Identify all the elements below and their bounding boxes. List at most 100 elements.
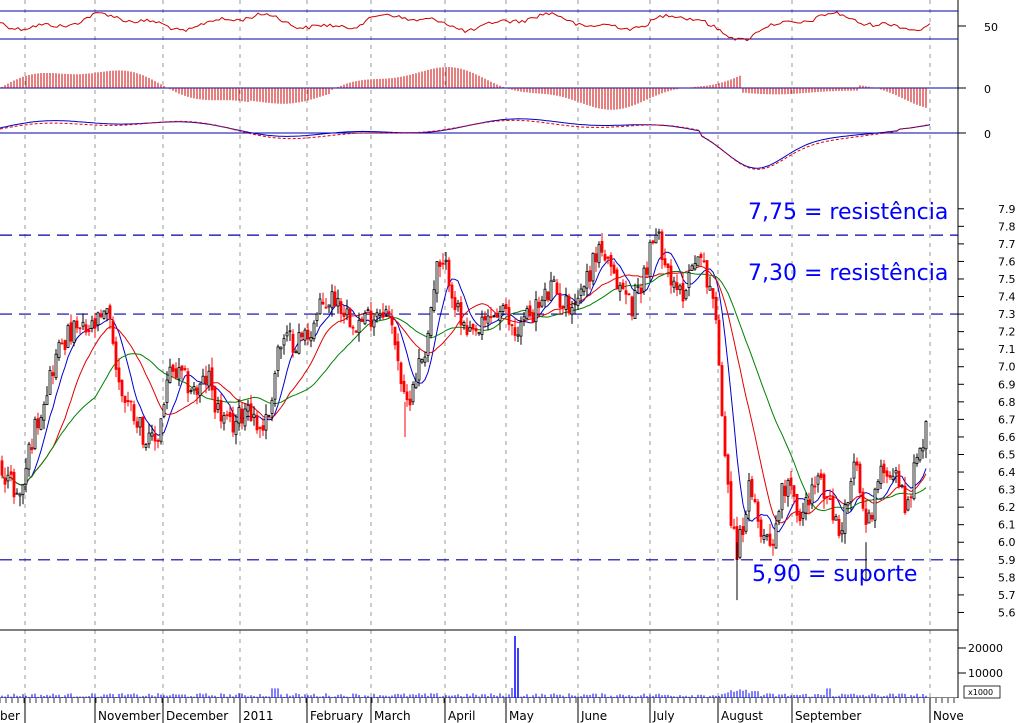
- candle-body: [54, 353, 58, 379]
- candle-body: [150, 432, 154, 437]
- candle-body: [192, 385, 196, 391]
- candle-body: [255, 414, 259, 431]
- candles: [0, 228, 928, 601]
- candle-body: [57, 342, 61, 359]
- candle-body: [924, 420, 928, 450]
- candle-body: [687, 271, 691, 288]
- candle-body: [360, 318, 364, 322]
- candle-body: [714, 296, 718, 321]
- candle-body: [375, 312, 379, 318]
- month-label: February: [310, 709, 363, 723]
- candle-body: [75, 320, 79, 329]
- month-label: April: [448, 709, 475, 723]
- candle-body: [45, 395, 49, 405]
- candle-body: [525, 308, 529, 319]
- candle-body: [795, 493, 799, 516]
- candle-body: [804, 497, 808, 514]
- candle-body: [651, 240, 655, 244]
- price-tick-label: 6.4: [998, 466, 1016, 479]
- candle-body: [564, 295, 568, 310]
- candle-body: [129, 400, 133, 403]
- candle-body: [372, 319, 376, 328]
- candle-body: [312, 322, 316, 340]
- candle-body: [69, 322, 73, 342]
- candle-body: [84, 324, 88, 333]
- candle-body: [72, 320, 76, 343]
- candle-body: [102, 310, 106, 319]
- candle-body: [138, 417, 142, 428]
- candle-body: [777, 511, 781, 522]
- candle-body: [474, 328, 478, 332]
- candle-body: [723, 416, 727, 457]
- candle-body: [600, 240, 604, 253]
- month-label: August: [721, 709, 763, 723]
- month-label: September: [795, 709, 861, 723]
- price-tick-label: 6.1: [998, 519, 1016, 532]
- candle-body: [342, 312, 346, 317]
- candle-body: [411, 383, 415, 403]
- histogram-tick-0: 0: [984, 83, 991, 96]
- candle-body: [105, 308, 109, 314]
- candle-body: [321, 301, 325, 305]
- candle-body: [114, 341, 118, 370]
- candle-body: [42, 403, 46, 421]
- candle-body: [501, 305, 505, 313]
- month-label: May: [509, 709, 534, 723]
- price-tick-label: 6.9: [998, 378, 1016, 391]
- candle-body: [537, 301, 541, 308]
- candle-body: [870, 514, 874, 520]
- candle-body: [858, 463, 862, 494]
- candle-body: [762, 535, 766, 540]
- candle-body: [291, 333, 295, 353]
- candle-body: [891, 475, 895, 480]
- candle-body: [540, 299, 544, 307]
- candle-body: [219, 399, 223, 422]
- candle-body: [552, 279, 556, 282]
- candle-body: [147, 432, 151, 445]
- candle-body: [660, 231, 664, 260]
- candle-body: [336, 297, 340, 307]
- candle-body: [852, 461, 856, 479]
- price-tick-label: 6.5: [998, 448, 1016, 461]
- candle-body: [201, 375, 205, 385]
- candle-body: [888, 474, 892, 478]
- candle-body: [495, 312, 499, 318]
- candle-body: [816, 475, 820, 485]
- candle-body: [528, 305, 532, 317]
- candle-body: [690, 265, 694, 271]
- candle-body: [264, 414, 268, 431]
- candle-body: [522, 316, 526, 321]
- candle-body: [420, 359, 424, 363]
- candle-body: [882, 463, 886, 474]
- price-tick-label: 7.4: [998, 291, 1016, 304]
- resistance-label-low: 7,30 = resistência: [748, 261, 948, 286]
- candle-body: [198, 383, 202, 397]
- price-tick-label: 5.9: [998, 554, 1016, 567]
- candle-body: [327, 304, 331, 308]
- candle-body: [780, 483, 784, 511]
- candle-body: [330, 291, 334, 308]
- candle-body: [318, 298, 322, 315]
- candle-body: [168, 366, 172, 383]
- candle-body: [456, 302, 460, 308]
- candle-body: [837, 519, 841, 536]
- candle-body: [603, 254, 607, 261]
- candle-body: [381, 312, 385, 318]
- candle-body: [363, 312, 367, 325]
- candle-body: [288, 330, 292, 333]
- candle-body: [627, 293, 631, 296]
- candle-body: [549, 280, 553, 302]
- candle-body: [849, 481, 853, 503]
- candle-body: [768, 533, 772, 546]
- candle-body: [789, 477, 793, 486]
- candle-body: [921, 447, 925, 452]
- candle-body: [396, 341, 400, 362]
- candle-body: [843, 504, 847, 534]
- candle-body: [855, 461, 859, 466]
- candle-body: [462, 321, 466, 326]
- candle-body: [438, 261, 442, 267]
- candle-body: [672, 280, 676, 288]
- candle-body: [675, 282, 679, 291]
- candle-body: [144, 443, 148, 448]
- candle-body: [546, 291, 550, 301]
